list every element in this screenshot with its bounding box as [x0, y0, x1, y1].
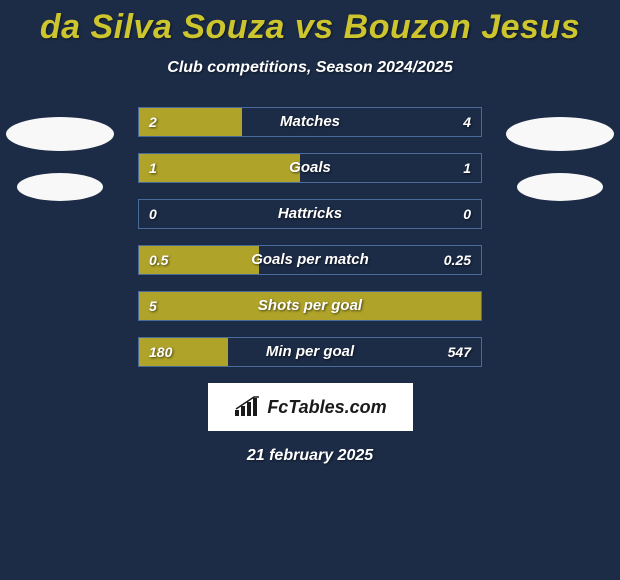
branding-badge: FcTables.com [208, 383, 413, 431]
comparison-chart: 24Matches 11Goals 00Hattricks 0.50.25Goals … [0, 107, 620, 367]
player-right-avatar [506, 117, 614, 201]
stat-row: 11Goals [138, 153, 482, 183]
bar-chart-icon [233, 396, 261, 418]
stat-label: Goals per match [139, 246, 481, 274]
footer-date: 21 february 2025 [0, 447, 620, 465]
stat-label: Shots per goal [139, 292, 481, 320]
page-title: da Silva Souza vs Bouzon Jesus [0, 0, 620, 47]
stat-row: 00Hattricks [138, 199, 482, 229]
stat-bars: 24Matches 11Goals 00Hattricks 0.50.25Goals … [138, 107, 482, 367]
avatar-placeholder-icon [506, 117, 614, 151]
page-subtitle: Club competitions, Season 2024/2025 [0, 59, 620, 77]
stat-row: 180547Min per goal [138, 337, 482, 367]
player-left-avatar [6, 117, 114, 201]
avatar-placeholder-icon [17, 173, 103, 201]
stat-label: Goals [139, 154, 481, 182]
stat-label: Min per goal [139, 338, 481, 366]
stat-label: Matches [139, 108, 481, 136]
avatar-placeholder-icon [517, 173, 603, 201]
branding-text: FcTables.com [267, 397, 386, 418]
stat-row: 5Shots per goal [138, 291, 482, 321]
stat-row: 24Matches [138, 107, 482, 137]
stat-label: Hattricks [139, 200, 481, 228]
avatar-placeholder-icon [6, 117, 114, 151]
stat-row: 0.50.25Goals per match [138, 245, 482, 275]
